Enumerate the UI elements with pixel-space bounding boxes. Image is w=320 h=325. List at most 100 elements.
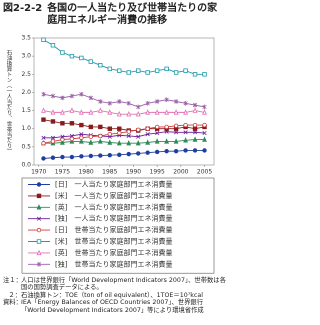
marker xyxy=(41,107,46,113)
marker xyxy=(69,121,75,126)
marker xyxy=(164,66,169,72)
marker xyxy=(192,72,198,77)
marker xyxy=(69,136,75,142)
marker xyxy=(164,109,170,115)
marker xyxy=(50,109,56,115)
legend-entry: [日] 世帯当たり家庭部門エネ消費量 xyxy=(28,225,172,234)
marker xyxy=(136,104,141,110)
marker xyxy=(41,156,46,161)
legend-entry: [独] 一人当たり家庭部門エネ消費量 xyxy=(28,214,172,223)
series-line xyxy=(43,110,205,115)
legend-label: [米] 一人当たり家庭部門エネ消費量 xyxy=(55,191,172,200)
marker xyxy=(117,152,122,158)
marker xyxy=(145,132,150,137)
marker xyxy=(107,126,112,131)
marker xyxy=(117,99,122,104)
marker xyxy=(88,134,94,139)
legend-label: [日] 一人当たり家庭部門エネ消費量 xyxy=(55,180,172,189)
marker xyxy=(154,149,160,155)
marker xyxy=(36,193,42,199)
note: 注１： 人口は世界銀行「World Development Indicators … xyxy=(3,277,227,292)
marker xyxy=(126,70,131,75)
marker xyxy=(164,138,170,144)
marker xyxy=(79,132,84,137)
marker xyxy=(202,104,207,110)
marker xyxy=(88,124,94,130)
legend-label: [米] 世帯当たり家庭部門エネ消費量 xyxy=(55,237,172,246)
marker xyxy=(98,133,103,139)
marker xyxy=(145,101,150,106)
marker xyxy=(192,136,198,142)
marker xyxy=(192,107,198,113)
marker xyxy=(116,111,122,117)
marker xyxy=(88,109,94,115)
marker xyxy=(192,122,198,128)
y-tick-label: 3.0 xyxy=(21,53,31,60)
marker xyxy=(107,66,112,72)
marker xyxy=(136,127,141,133)
marker xyxy=(69,138,75,144)
series-line xyxy=(43,150,205,159)
note-text: 人口は世界銀行「World Development Indicators 200… xyxy=(21,277,226,292)
marker xyxy=(202,72,207,77)
marker xyxy=(136,134,141,139)
marker xyxy=(192,148,198,153)
marker xyxy=(135,111,141,117)
marker xyxy=(117,130,122,136)
marker xyxy=(41,91,46,97)
legend-entry: [日] 一人当たり家庭部門エネ消費量 xyxy=(28,180,172,189)
marker xyxy=(88,153,94,159)
marker xyxy=(41,141,46,146)
marker xyxy=(145,150,150,155)
marker xyxy=(88,95,93,101)
marker xyxy=(50,119,56,124)
marker xyxy=(36,182,42,187)
marker xyxy=(116,140,122,146)
marker xyxy=(60,154,65,160)
marker xyxy=(50,43,56,48)
note-label: 資料： xyxy=(3,299,22,307)
marker xyxy=(97,138,103,144)
marker xyxy=(60,139,65,145)
marker xyxy=(60,50,65,55)
marker xyxy=(183,148,188,153)
marker xyxy=(50,93,56,99)
marker xyxy=(36,249,42,256)
marker xyxy=(36,262,42,267)
marker xyxy=(50,135,56,140)
marker xyxy=(41,37,46,43)
legend-label: [独] 世帯当たり家庭部門エネ消費量 xyxy=(55,259,172,268)
y-tick-label: 2.0 xyxy=(21,89,31,96)
marker xyxy=(173,123,179,129)
marker xyxy=(60,137,65,142)
marker xyxy=(202,130,207,136)
marker xyxy=(69,154,75,160)
x-tick-label: 2000 xyxy=(173,169,188,176)
note-label: 注１： xyxy=(3,277,22,284)
marker xyxy=(173,149,179,154)
marker xyxy=(107,101,112,106)
marker xyxy=(154,68,160,73)
marker xyxy=(41,117,46,122)
marker xyxy=(136,68,141,73)
note: ２： 石油換算トン：TOE（ton of oil equivalent）、1TOE… xyxy=(3,292,227,299)
marker xyxy=(154,124,160,130)
marker xyxy=(174,130,179,135)
legend-label: [英] 世帯当たり家庭部門エネ消費量 xyxy=(55,248,172,257)
x-tick-label: 1985 xyxy=(102,169,117,176)
marker xyxy=(78,138,84,144)
marker xyxy=(79,154,84,159)
legend-entry: [米] 世帯当たり家庭部門エネ消費量 xyxy=(28,237,172,246)
legend-entry: [英] 世帯当たり家庭部門エネ消費量 xyxy=(28,248,172,257)
marker xyxy=(183,130,188,135)
page: 図2-2-2 各国の一人当たり及び世帯当たりの家庭用エネルギー消費の推移 石油換… xyxy=(3,3,227,314)
marker xyxy=(88,139,94,145)
x-tick-label: 1990 xyxy=(126,169,141,176)
marker xyxy=(183,109,188,115)
marker xyxy=(88,59,94,64)
marker xyxy=(107,109,113,115)
marker xyxy=(50,139,56,144)
series-line xyxy=(43,93,205,108)
chart: 石油換算トン（一人当たり、世帯当たり） 0.0 0.5 1.0 1.5 2.0 2.5 3.… xyxy=(6,35,215,274)
marker xyxy=(79,91,84,97)
